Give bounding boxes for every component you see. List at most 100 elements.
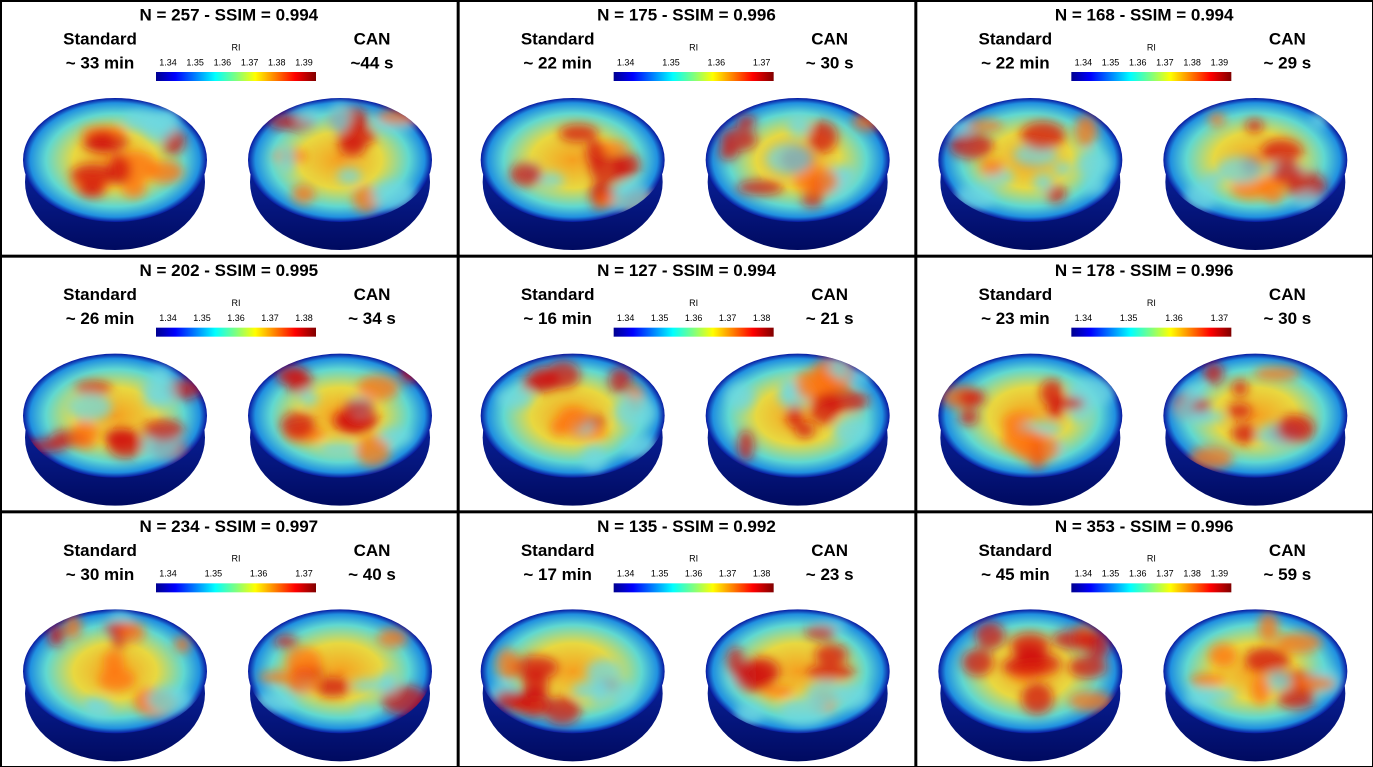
texture-spot xyxy=(815,644,848,665)
panel-title: N = 168 - SSIM = 0.994 xyxy=(1055,5,1234,24)
panel-title: N = 175 - SSIM = 0.996 xyxy=(597,5,776,24)
texture-spot xyxy=(1183,383,1204,402)
specimen xyxy=(248,98,432,250)
texture-spot xyxy=(298,390,318,406)
method-label: CAN xyxy=(1269,29,1306,48)
texture-spot xyxy=(1014,433,1059,463)
method-label: Standard xyxy=(978,541,1052,560)
colorbar-tick-label: 1.37 xyxy=(1156,569,1174,579)
texture-spot xyxy=(1185,690,1213,706)
texture-spot xyxy=(1203,362,1224,384)
texture-spot xyxy=(1047,396,1085,410)
method-time: ~ 30 s xyxy=(806,53,854,72)
texture-spot xyxy=(559,124,598,142)
colorbar xyxy=(1071,583,1231,592)
colorbar-tick-label: 1.36 xyxy=(685,313,703,323)
texture-spot xyxy=(1208,113,1225,127)
specimen xyxy=(248,354,432,506)
texture-spot xyxy=(1227,403,1252,418)
method-label: Standard xyxy=(63,285,137,304)
texture-spot xyxy=(48,624,65,648)
colorbar xyxy=(156,583,316,592)
method-time: ~ 17 min xyxy=(523,565,592,584)
texture-spot xyxy=(788,114,811,138)
texture-spot xyxy=(1053,162,1072,175)
texture-spot xyxy=(962,649,994,676)
method-time: ~ 22 min xyxy=(981,53,1050,72)
texture-spot xyxy=(286,647,322,676)
texture-spot xyxy=(276,366,307,386)
texture-spot xyxy=(975,622,1005,649)
texture-spot xyxy=(1189,410,1225,425)
method-label: Standard xyxy=(521,541,595,560)
texture-spot xyxy=(67,393,112,421)
texture-spot xyxy=(521,374,561,392)
texture-spot xyxy=(614,396,657,428)
method-label: CAN xyxy=(811,541,848,560)
texture-spot xyxy=(1083,177,1106,194)
texture-spot xyxy=(572,681,610,700)
colorbar-tick-label: 1.38 xyxy=(753,569,771,579)
texture-spot xyxy=(1232,423,1257,444)
texture-spot xyxy=(292,185,316,204)
specimen xyxy=(23,98,207,250)
texture-spot xyxy=(108,155,131,185)
colorbar xyxy=(614,72,774,81)
texture-spot xyxy=(1189,674,1225,686)
texture-spot xyxy=(354,705,371,720)
texture-spot xyxy=(358,375,400,401)
texture-spot xyxy=(1277,632,1322,653)
colorbar-label: RI xyxy=(232,42,241,52)
method-label: CAN xyxy=(1269,541,1306,560)
texture-spot xyxy=(725,383,754,410)
panel: N = 168 - SSIM = 0.994Standard~ 22 minCA… xyxy=(916,1,1373,256)
colorbar-tick-label: 1.36 xyxy=(1129,569,1147,579)
texture-spot xyxy=(807,664,855,681)
method-label: CAN xyxy=(354,541,391,560)
colorbar-tick-label: 1.37 xyxy=(261,313,279,323)
colorbar-tick-label: 1.37 xyxy=(1211,313,1229,323)
texture-spot xyxy=(959,409,979,425)
colorbar xyxy=(614,583,774,592)
texture-spot xyxy=(337,168,362,184)
method-time: ~ 23 s xyxy=(806,565,854,584)
specimen xyxy=(23,609,207,761)
colorbar-tick-label: 1.34 xyxy=(159,313,177,323)
texture-spot xyxy=(719,144,738,161)
specimen xyxy=(23,354,207,506)
texture-spot xyxy=(1258,613,1278,642)
method-time: ~ 40 s xyxy=(348,565,396,584)
texture-spot xyxy=(1077,151,1112,179)
texture-spot xyxy=(958,389,986,407)
texture-spot xyxy=(609,680,636,706)
texture-spot xyxy=(103,650,124,672)
colorbar-tick-label: 1.36 xyxy=(1129,57,1147,67)
colorbar-tick-label: 1.36 xyxy=(227,313,245,323)
specimen xyxy=(1163,609,1347,761)
colorbar-tick-label: 1.34 xyxy=(617,313,635,323)
method-label: CAN xyxy=(811,29,848,48)
texture-spot xyxy=(1245,119,1263,133)
texture-spot xyxy=(1232,380,1248,396)
method-label: Standard xyxy=(63,541,137,560)
colorbar-tick-label: 1.36 xyxy=(1165,313,1183,323)
specimen xyxy=(481,609,665,761)
texture-spot xyxy=(1272,162,1302,185)
colorbar-tick-label: 1.37 xyxy=(1156,57,1174,67)
texture-spot xyxy=(1068,656,1107,678)
texture-spot xyxy=(142,379,176,400)
panel: N = 135 - SSIM = 0.992Standard~ 17 minCA… xyxy=(459,512,916,767)
texture-spot xyxy=(320,441,358,455)
method-label: CAN xyxy=(354,285,391,304)
specimen xyxy=(938,354,1122,506)
texture-spot xyxy=(174,636,190,652)
colorbar-label: RI xyxy=(1147,554,1156,564)
specimen xyxy=(1163,354,1347,506)
colorbar-label: RI xyxy=(232,298,241,308)
texture-spot xyxy=(377,109,422,125)
texture-spot xyxy=(156,109,181,132)
colorbar-tick-label: 1.35 xyxy=(662,57,680,67)
texture-spot xyxy=(378,671,398,693)
method-time: ~ 22 min xyxy=(523,53,592,72)
